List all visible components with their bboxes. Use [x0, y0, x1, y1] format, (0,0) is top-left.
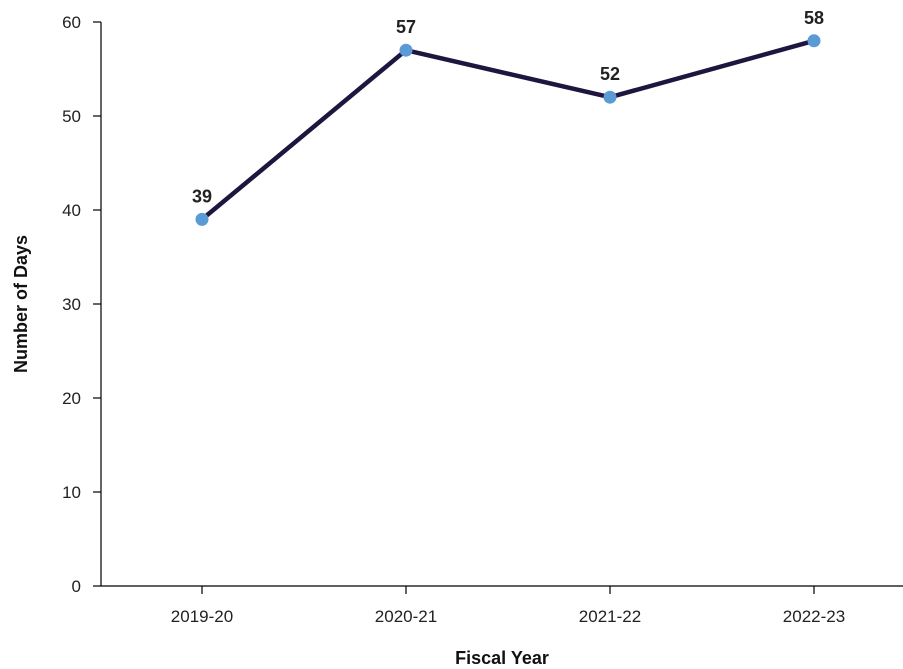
data-point	[603, 90, 617, 104]
data-label: 57	[396, 17, 416, 37]
series-group: 39 57 52 58	[192, 8, 824, 226]
data-point	[399, 43, 413, 57]
y-axis: 0 10 20 30 40 50 60	[62, 13, 102, 596]
y-tick-label: 40	[62, 201, 81, 220]
x-tick-label: 2020-21	[375, 607, 437, 626]
data-label: 58	[804, 8, 824, 28]
y-tick-label: 50	[62, 107, 81, 126]
x-axis-title: Fiscal Year	[455, 648, 549, 668]
y-tick-label: 20	[62, 389, 81, 408]
x-axis: 2019-20 2020-21 2021-22 2022-23	[101, 585, 903, 626]
data-point	[195, 212, 209, 226]
y-tick-label: 30	[62, 295, 81, 314]
x-tick-label: 2021-22	[579, 607, 641, 626]
y-tick-label: 0	[72, 577, 81, 596]
x-tick-label: 2019-20	[171, 607, 233, 626]
y-axis-title: Number of Days	[11, 235, 31, 373]
data-label: 52	[600, 64, 620, 84]
y-tick-label: 60	[62, 13, 81, 32]
data-point	[807, 34, 821, 48]
series-line	[199, 38, 817, 222]
data-label: 39	[192, 186, 212, 206]
y-tick-label: 10	[62, 483, 81, 502]
x-tick-label: 2022-23	[783, 607, 845, 626]
